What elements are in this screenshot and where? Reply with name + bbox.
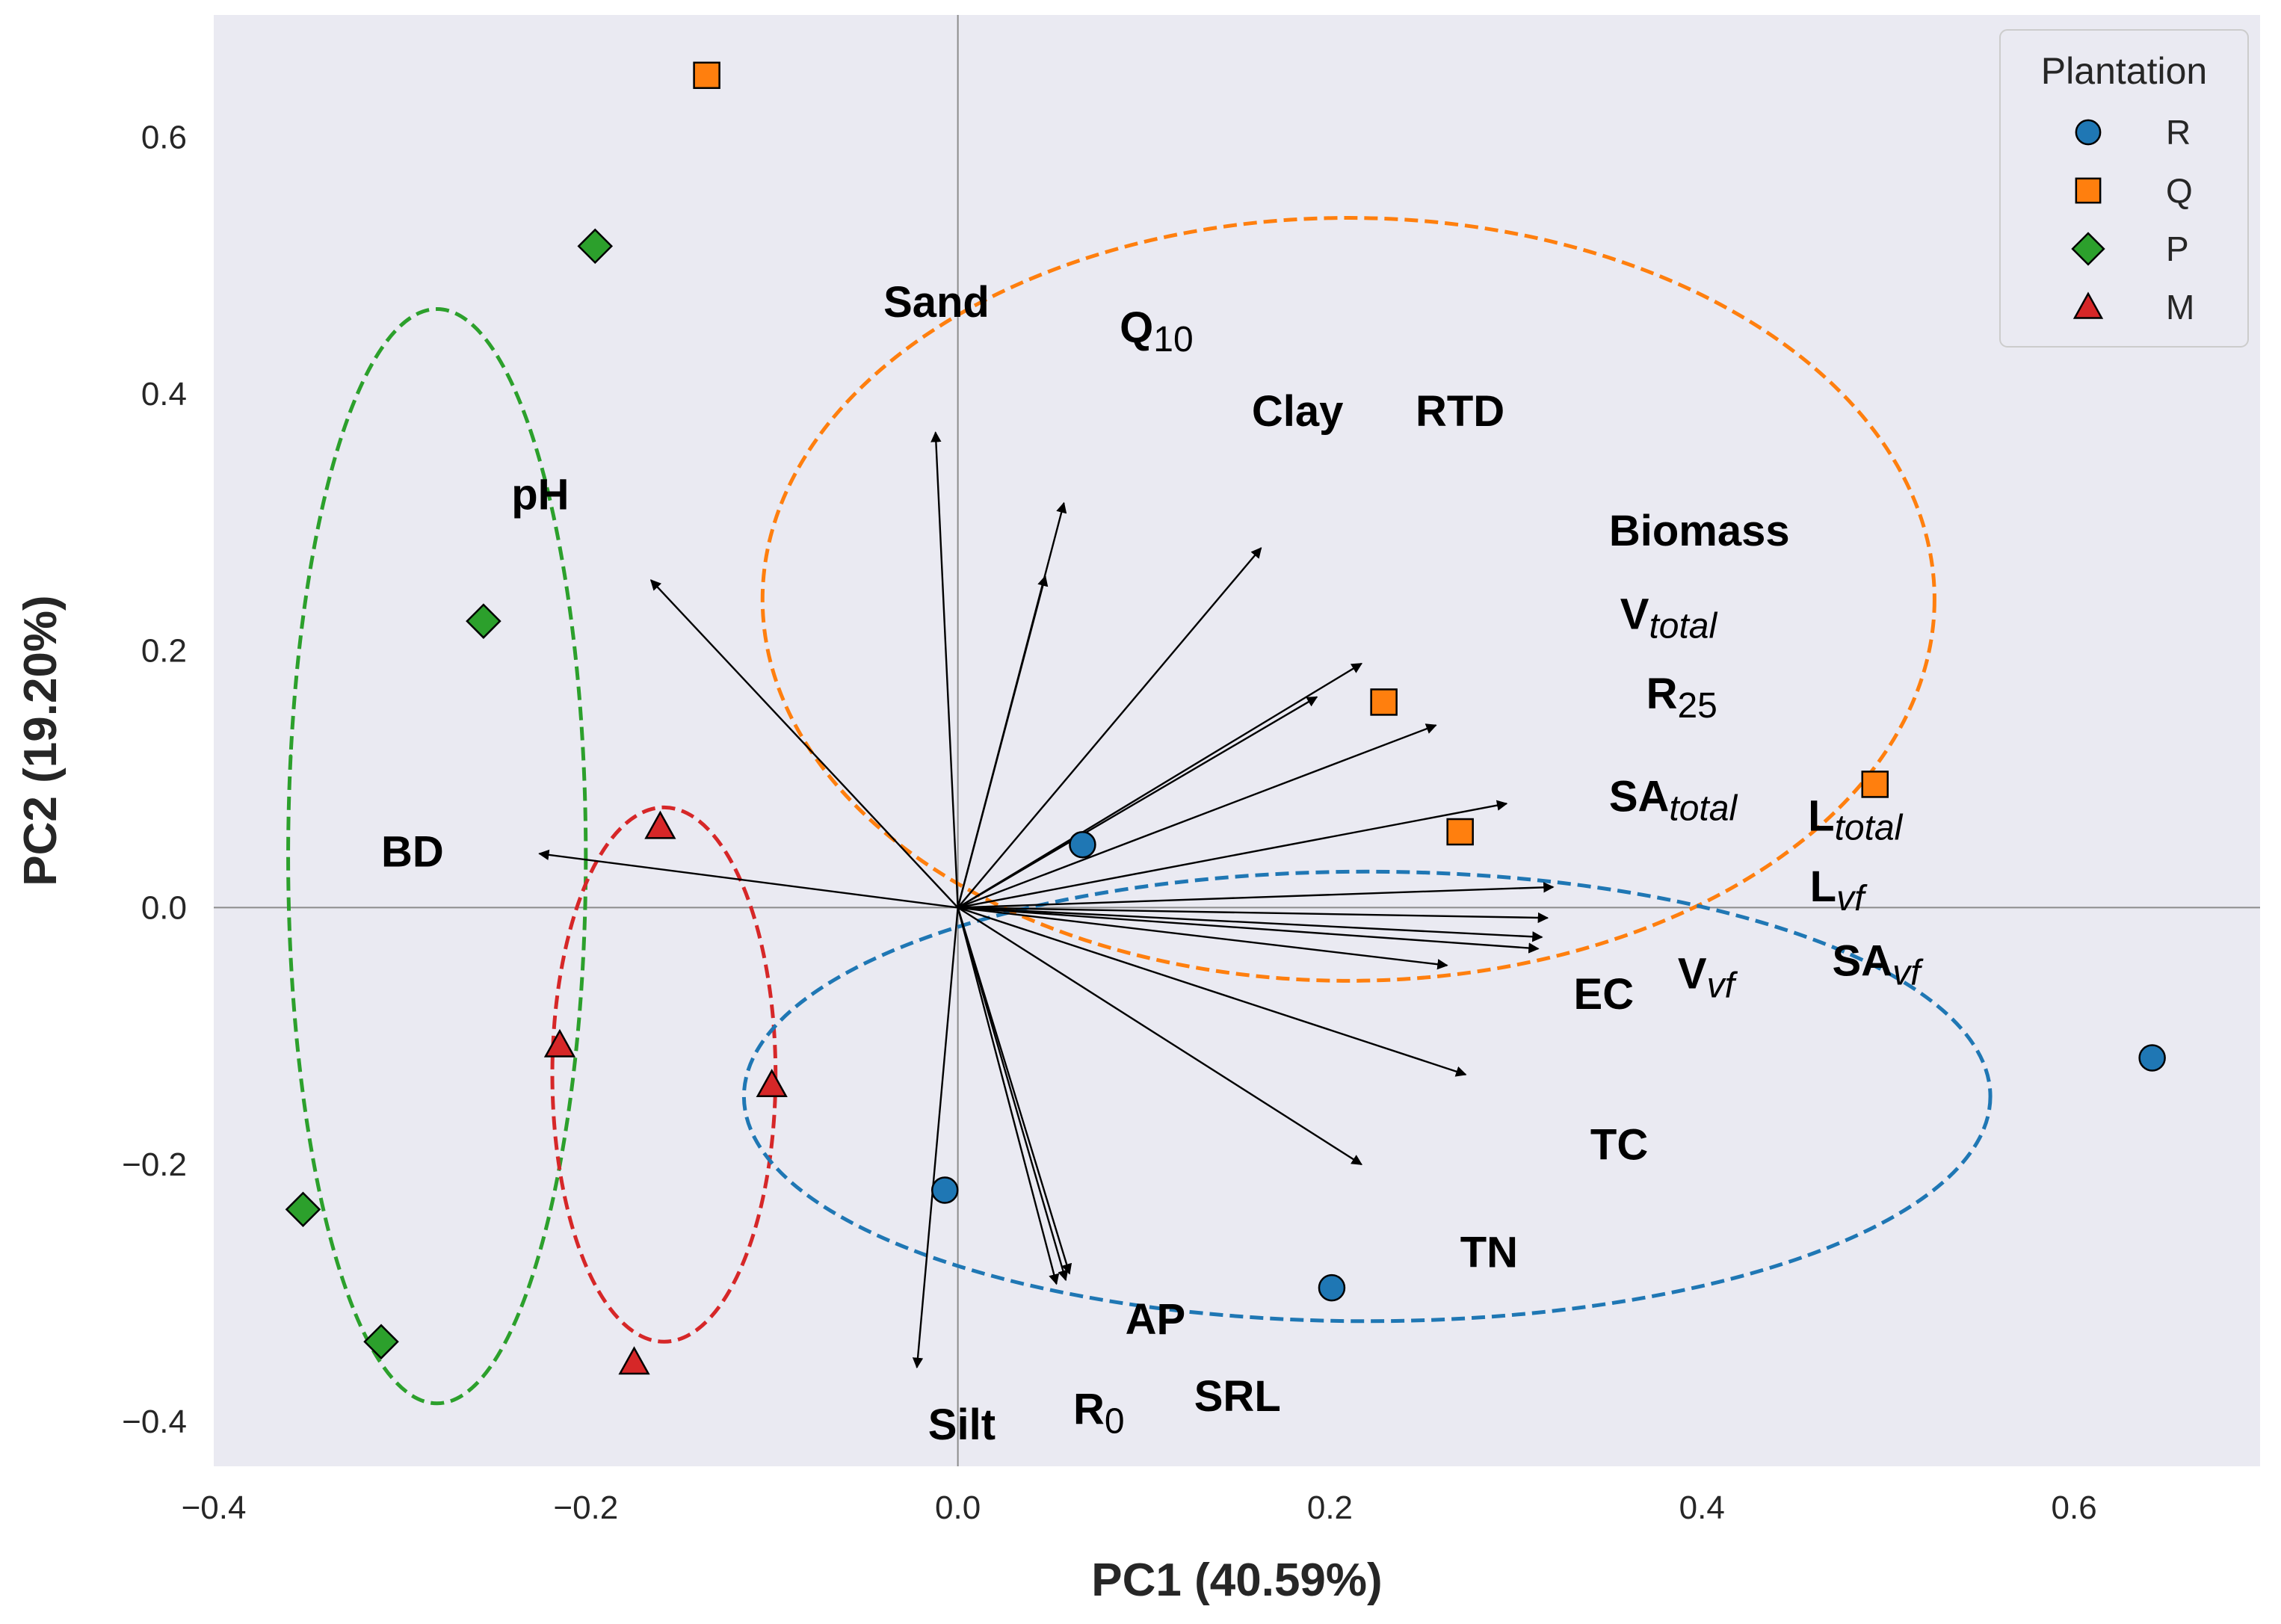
ellipse-p xyxy=(286,307,588,1406)
x-tick-label: 0.2 xyxy=(1307,1489,1353,1526)
point-p-2 xyxy=(466,603,501,639)
label-vtotal: Vtotal xyxy=(1620,590,1718,646)
arrow-tc xyxy=(957,907,1467,1077)
arrow-bd xyxy=(538,849,958,909)
arrow-rtd xyxy=(957,547,1262,909)
label-sand: Sand xyxy=(883,278,990,327)
loading-labels: Sand Q10 Clay RTD pH Biomass Vtotal R25 SAtotal L… xyxy=(381,278,1924,1449)
y-tick-label: −0.4 xyxy=(122,1404,187,1440)
label-lvf: Lvf xyxy=(1810,862,1868,918)
x-tick-label: 0.0 xyxy=(935,1489,981,1526)
arrow-lvf xyxy=(957,907,1549,924)
arrow-sand xyxy=(930,431,959,908)
arrow-clay xyxy=(957,575,1049,908)
plot-background xyxy=(214,15,2260,1466)
label-ec: EC xyxy=(1574,970,1635,1019)
group-ellipses xyxy=(286,216,1993,1406)
x-tick-label: 0.4 xyxy=(1679,1489,1725,1526)
arrow-biomass xyxy=(957,662,1363,909)
arrow-tn xyxy=(957,907,1362,1166)
arrow-ec xyxy=(957,907,1448,970)
label-savf: SAvf xyxy=(1833,937,1925,993)
legend-label-p: P xyxy=(2166,229,2189,268)
label-ph: pH xyxy=(511,471,569,519)
point-m-2 xyxy=(543,1028,576,1058)
legend-frame xyxy=(1999,29,2249,348)
point-r-1 xyxy=(1069,830,1096,859)
ellipse-q xyxy=(760,216,1936,983)
arrow-vvf xyxy=(957,907,1540,954)
point-m-4 xyxy=(618,1346,650,1375)
label-bd: BD xyxy=(381,827,444,876)
arrow-satotal xyxy=(957,800,1508,909)
label-r0: R0 xyxy=(1073,1385,1125,1441)
y-tick-label: 0.6 xyxy=(141,119,187,155)
arrow-savf xyxy=(957,907,1543,942)
label-ltotal: Ltotal xyxy=(1808,791,1904,847)
label-biomass: Biomass xyxy=(1609,507,1790,555)
legend-marker-m xyxy=(2072,291,2104,319)
legend-label-q: Q xyxy=(2166,171,2193,210)
legend-marker-p xyxy=(2071,232,2105,266)
label-silt: Silt xyxy=(928,1401,996,1449)
ellipse-r xyxy=(741,869,1993,1324)
y-axis-title: PC2 (19.20%) xyxy=(15,595,67,886)
y-tick-label: 0.2 xyxy=(141,633,187,670)
y-axis-ticks: −0.4 −0.2 0.0 0.2 0.4 0.6 xyxy=(122,119,187,1440)
legend-label-r: R xyxy=(2166,113,2191,152)
point-q-3 xyxy=(1446,818,1474,846)
arrow-ltotal xyxy=(957,882,1555,909)
x-axis-ticks: −0.4 −0.2 0.0 0.2 0.4 0.6 xyxy=(182,1489,2097,1526)
y-tick-label: 0.0 xyxy=(141,889,187,926)
point-r-4 xyxy=(2138,1044,2166,1072)
point-p-3 xyxy=(285,1191,321,1228)
label-srl: SRL xyxy=(1194,1372,1281,1421)
label-satotal: SAtotal xyxy=(1609,773,1738,829)
label-q10: Q10 xyxy=(1120,303,1194,359)
loading-arrows xyxy=(538,431,1555,1369)
label-tn: TN xyxy=(1460,1229,1518,1277)
point-m-3 xyxy=(756,1069,788,1098)
x-axis-title: PC1 (40.59%) xyxy=(1091,1554,1382,1606)
point-q-1 xyxy=(693,61,720,90)
x-tick-label: 0.6 xyxy=(2052,1489,2097,1526)
label-clay: Clay xyxy=(1252,387,1344,436)
label-ap: AP xyxy=(1126,1295,1186,1344)
arrow-ph xyxy=(649,579,959,909)
legend-marker-r xyxy=(2075,119,2102,146)
point-r-2 xyxy=(930,1176,959,1204)
score-points xyxy=(285,61,2166,1375)
arrow-vtotal xyxy=(957,696,1318,909)
label-tc: TC xyxy=(1590,1120,1648,1169)
ellipse-m xyxy=(550,805,778,1344)
y-tick-label: 0.4 xyxy=(141,376,187,413)
arrow-ap xyxy=(957,907,1069,1282)
point-p-1 xyxy=(577,228,614,265)
x-tick-label: −0.2 xyxy=(553,1489,618,1526)
point-m-1 xyxy=(644,810,676,839)
legend-marker-q xyxy=(2075,177,2102,204)
point-q-4 xyxy=(1861,771,1889,798)
arrow-silt xyxy=(912,907,959,1369)
arrow-r25 xyxy=(957,723,1437,909)
x-tick-label: −0.4 xyxy=(182,1489,247,1526)
point-q-2 xyxy=(1370,688,1398,716)
y-tick-label: −0.2 xyxy=(122,1146,187,1183)
arrow-r0 xyxy=(957,907,1072,1275)
legend-title: Plantation xyxy=(2041,50,2207,92)
label-rtd: RTD xyxy=(1416,387,1504,436)
point-p-4 xyxy=(363,1324,399,1360)
legend-label-m: M xyxy=(2166,288,2194,327)
arrow-srl xyxy=(957,907,1060,1285)
reference-lines xyxy=(214,15,2260,1466)
label-vvf: Vvf xyxy=(1678,950,1738,1006)
point-r-3 xyxy=(1318,1273,1346,1302)
label-r25: R25 xyxy=(1646,670,1717,726)
